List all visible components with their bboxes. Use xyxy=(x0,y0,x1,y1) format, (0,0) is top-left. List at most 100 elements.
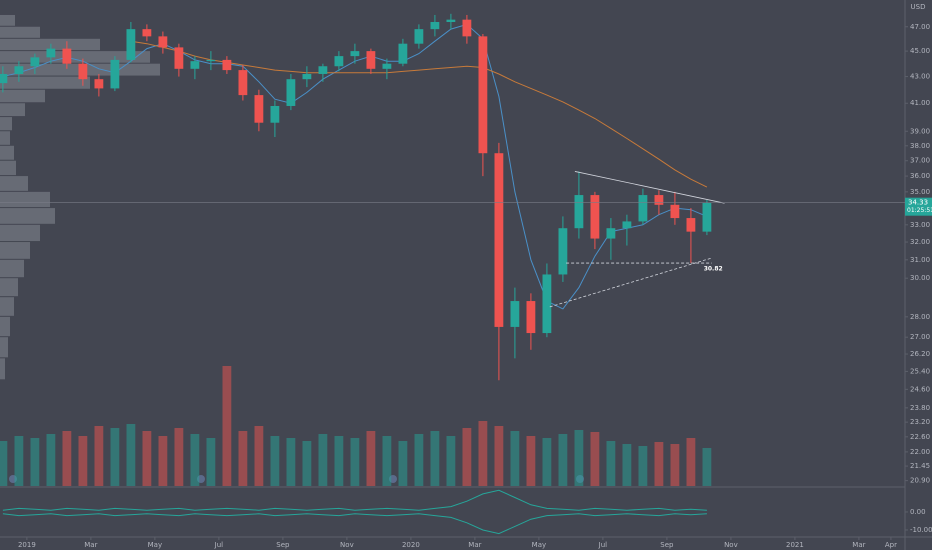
trend-line xyxy=(549,257,712,308)
y-tick-label: 24.60 xyxy=(910,385,930,393)
trend-label: 30.82 xyxy=(704,266,723,273)
y-tick-label: 39.00 xyxy=(910,127,930,135)
y-tick-label: 22.60 xyxy=(910,433,930,441)
profile-bar xyxy=(0,14,15,26)
profile-bar xyxy=(0,176,28,191)
currency: USD xyxy=(911,3,926,11)
x-tick-label: Apr xyxy=(885,541,897,549)
last-price-box xyxy=(905,197,932,216)
candle-body xyxy=(190,61,200,69)
countdown: 01:25:51 xyxy=(907,207,932,214)
profile-bar xyxy=(0,278,18,297)
profile-bar xyxy=(0,191,50,208)
volume-bar xyxy=(366,431,376,486)
candle-body xyxy=(286,79,296,106)
volume-bar xyxy=(190,434,200,486)
candle-body xyxy=(654,195,664,205)
candle-body xyxy=(526,301,536,334)
volume-bar xyxy=(622,444,632,486)
volume-bar xyxy=(462,428,472,486)
candles xyxy=(0,13,712,381)
volume-bar xyxy=(62,431,72,486)
candle-body xyxy=(350,51,360,57)
candle-body xyxy=(94,79,104,89)
volume-bar xyxy=(286,438,296,486)
candle-body xyxy=(638,195,648,222)
volume-bar xyxy=(174,428,184,486)
y-tick-label: 28.00 xyxy=(910,313,930,321)
y-tick-label: 23.20 xyxy=(910,418,930,426)
x-tick-label: Nov xyxy=(724,541,738,549)
profile-bar xyxy=(0,131,10,145)
candle-body xyxy=(0,73,8,84)
volume-bar xyxy=(30,438,40,486)
candle-body xyxy=(302,73,312,80)
oscillator-line xyxy=(2,489,707,511)
x-tick-label: 2020 xyxy=(402,541,420,549)
candle-body xyxy=(382,63,392,69)
x-tick-label: 2019 xyxy=(18,541,36,549)
volume-bar xyxy=(46,434,56,486)
candle-body xyxy=(590,195,600,239)
volume-bar xyxy=(270,436,280,486)
y-tick-label: 38.00 xyxy=(910,142,930,150)
candle-body xyxy=(446,19,456,23)
candle-body xyxy=(270,105,280,123)
y-tick-label: 27.00 xyxy=(910,333,930,341)
volume-bar xyxy=(558,434,568,486)
candle-body xyxy=(254,95,264,123)
candle-body xyxy=(398,43,408,64)
x-tick-label: Jul xyxy=(214,541,224,549)
y-tick-label: 43.00 xyxy=(910,73,930,81)
candle-body xyxy=(622,221,632,229)
candle-body xyxy=(110,59,120,89)
volume-bar xyxy=(702,448,712,486)
volume-bar xyxy=(430,431,440,486)
volume-bar xyxy=(590,432,600,486)
volume-bar xyxy=(606,441,616,486)
profile-bar xyxy=(0,51,150,63)
osc-tick-label: -10.00 xyxy=(910,526,932,534)
volume-bar xyxy=(510,431,520,486)
candle-body xyxy=(542,274,552,334)
y-tick-label: 31.00 xyxy=(910,256,930,264)
profile-bar xyxy=(0,316,10,337)
candle-body xyxy=(494,153,504,327)
volume xyxy=(0,366,712,486)
volume-bar xyxy=(446,436,456,486)
profile-bar xyxy=(0,224,40,242)
candle-body xyxy=(142,29,152,37)
volume-bar xyxy=(142,431,152,486)
x-tick-label: Mar xyxy=(852,541,865,549)
candle-body xyxy=(206,59,216,62)
volume-bar xyxy=(126,424,136,486)
y-tick-label: 45.00 xyxy=(910,47,930,55)
y-tick-label: 22.00 xyxy=(910,448,930,456)
x-tick-label: May xyxy=(532,541,546,549)
volume-bar xyxy=(238,431,248,486)
x-tick-label: Nov xyxy=(340,541,354,549)
y-tick-label: 35.00 xyxy=(910,188,930,196)
y-tick-label: 30.00 xyxy=(910,274,930,282)
x-tick-label: Sep xyxy=(276,541,290,549)
volume-bar xyxy=(254,426,264,486)
volume-bar xyxy=(350,438,360,486)
profile-bar xyxy=(0,259,24,278)
y-tick-label: 33.00 xyxy=(910,221,930,229)
volume-bar xyxy=(670,444,680,486)
candle-body xyxy=(574,195,584,229)
volume-bar xyxy=(478,421,488,486)
candle-body xyxy=(558,228,568,275)
volume-bar xyxy=(318,434,328,486)
y-tick-label: 36.00 xyxy=(910,172,930,180)
volume-bar xyxy=(494,426,504,486)
candle-body xyxy=(686,218,696,232)
volume-bar xyxy=(222,366,232,486)
y-tick-label: 21.45 xyxy=(910,462,930,470)
candle-body xyxy=(174,47,184,69)
candle-body xyxy=(62,48,72,64)
volume-bar xyxy=(206,438,216,486)
profile-bar xyxy=(0,117,12,131)
